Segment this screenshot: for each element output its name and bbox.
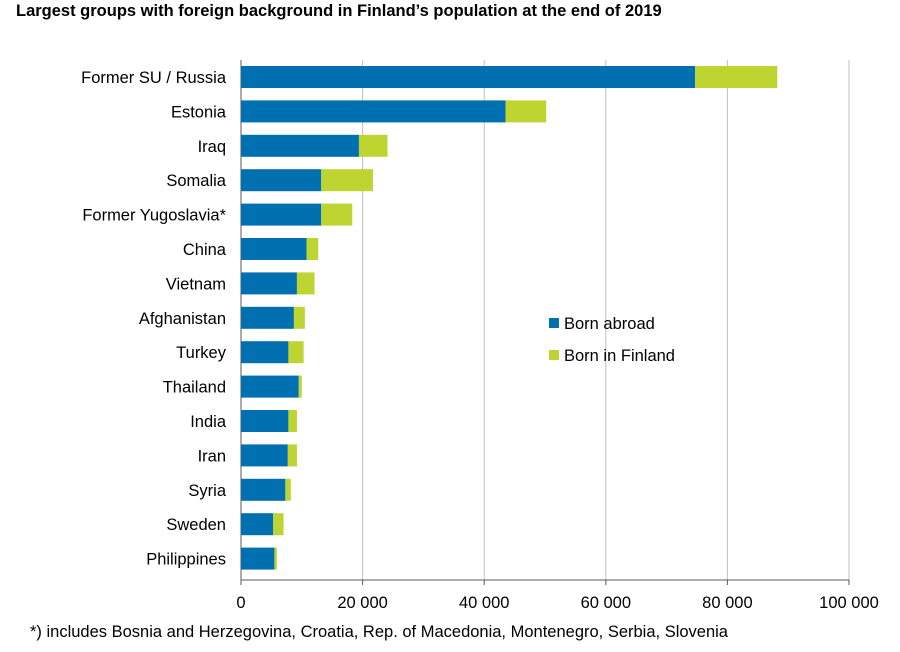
bar-born-abroad bbox=[241, 134, 359, 157]
category-label: Turkey bbox=[176, 344, 227, 362]
x-tick-label: 20 000 bbox=[337, 594, 387, 612]
legend-label: Born in Finland bbox=[564, 347, 675, 365]
category-label: Afghanistan bbox=[139, 310, 226, 328]
bar-born-abroad bbox=[241, 66, 696, 88]
x-tick-label: 60 000 bbox=[581, 594, 631, 612]
bar-born-abroad bbox=[241, 203, 322, 226]
x-tick-label: 100 000 bbox=[819, 594, 879, 612]
bar-born-in-finland bbox=[298, 375, 302, 398]
bar-born-abroad bbox=[241, 341, 289, 364]
category-labels: Former SU / Russia Estonia Iraq Somalia Form… bbox=[81, 69, 227, 569]
legend-swatch bbox=[549, 350, 559, 360]
bar-born-in-finland bbox=[285, 478, 291, 501]
bar-born-in-finland bbox=[273, 513, 284, 536]
bar-born-in-finland bbox=[321, 169, 373, 192]
bar-born-abroad bbox=[241, 169, 322, 192]
category-label: Former Yugoslavia* bbox=[82, 207, 226, 225]
bar-born-in-finland bbox=[505, 100, 547, 123]
bar-born-in-finland bbox=[274, 547, 277, 570]
category-label: Estonia bbox=[171, 103, 227, 121]
bar-born-in-finland bbox=[296, 272, 315, 295]
bar-born-in-finland bbox=[695, 66, 778, 88]
category-label: Philippines bbox=[146, 551, 226, 569]
footnote: *) includes Bosnia and Herzegovina, Croa… bbox=[30, 623, 728, 641]
chart-title: Largest groups with foreign background i… bbox=[16, 2, 662, 20]
bar-born-abroad bbox=[241, 478, 286, 501]
legend-label: Born abroad bbox=[564, 315, 655, 333]
bar-chart: Former SU / Russia Estonia Iraq Somalia Form… bbox=[81, 60, 879, 612]
category-label: Thailand bbox=[163, 379, 226, 397]
bar-born-in-finland bbox=[306, 238, 319, 260]
x-tick-label: 80 000 bbox=[702, 594, 752, 612]
category-label: Syria bbox=[188, 482, 226, 500]
bar-born-in-finland bbox=[287, 444, 297, 467]
x-tick-label: 40 000 bbox=[459, 594, 509, 612]
category-label: Vietnam bbox=[166, 275, 226, 293]
bar-born-abroad bbox=[241, 306, 294, 329]
x-tick-label: 0 bbox=[236, 594, 245, 612]
bar-born-abroad bbox=[241, 444, 288, 467]
bar-born-in-finland bbox=[288, 410, 297, 432]
bar-born-abroad bbox=[241, 410, 289, 432]
bar-born-abroad bbox=[241, 547, 275, 570]
bar-born-abroad bbox=[241, 238, 307, 260]
category-label: China bbox=[183, 241, 227, 259]
bar-born-in-finland bbox=[321, 203, 353, 226]
bar-born-abroad bbox=[241, 513, 274, 536]
bar-born-abroad bbox=[241, 272, 297, 295]
bar-born-in-finland bbox=[358, 134, 388, 157]
legend: Born abroad Born in Finland bbox=[549, 315, 675, 365]
category-label: Somalia bbox=[166, 172, 226, 190]
category-label: Iraq bbox=[198, 138, 226, 156]
category-label: India bbox=[190, 413, 227, 431]
bar-born-abroad bbox=[241, 100, 506, 123]
bar-born-in-finland bbox=[293, 306, 305, 329]
x-tick-labels: 0 20 000 40 000 60 000 80 000 100 000 bbox=[236, 580, 879, 612]
category-label: Sweden bbox=[166, 516, 226, 534]
legend-swatch bbox=[549, 318, 559, 328]
grid-lines bbox=[240, 60, 850, 581]
category-label: Iran bbox=[198, 447, 226, 465]
category-label: Former SU / Russia bbox=[81, 69, 227, 87]
bars bbox=[241, 66, 778, 570]
bar-born-abroad bbox=[241, 375, 299, 398]
bar-born-in-finland bbox=[288, 341, 304, 364]
